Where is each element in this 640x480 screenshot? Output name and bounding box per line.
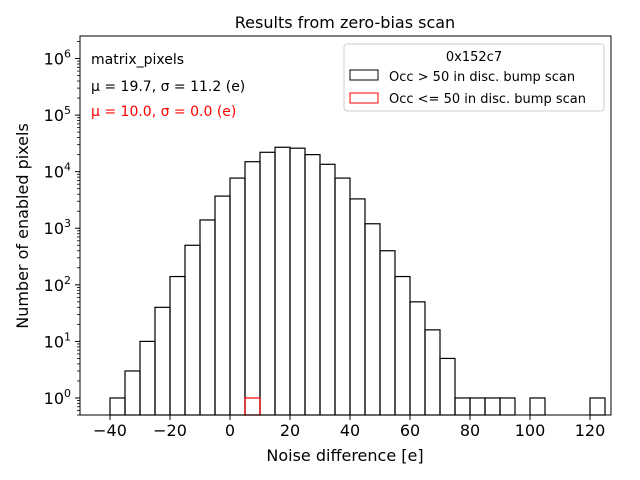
legend-swatch-occ-gt-50	[349, 69, 379, 81]
x-tick-label: 60	[400, 421, 420, 440]
x-tick-label: 100	[515, 421, 546, 440]
x-tick-label: −20	[153, 421, 187, 440]
y-tick-label: 104	[44, 161, 71, 182]
y-tick-label: 102	[44, 274, 71, 295]
x-axis: −40 −20 0 20 40 60 80 100 120	[93, 415, 605, 440]
legend-title: 0x152c7	[446, 50, 502, 65]
x-axis-label: Noise difference [e]	[266, 446, 423, 465]
y-tick-label: 103	[44, 217, 71, 238]
x-tick-label: 120	[575, 421, 606, 440]
chart-title: Results from zero-bias scan	[235, 13, 455, 32]
x-tick-label: 0	[225, 421, 235, 440]
y-tick-label: 105	[44, 104, 71, 125]
y-tick-label: 106	[44, 48, 71, 69]
legend-box	[343, 43, 605, 112]
y-tick-label: 101	[44, 330, 71, 351]
legend-swatch-occ-le-50	[349, 92, 379, 104]
y-tick-label: 100	[44, 387, 71, 408]
legend: 0x152c7 Occ > 50 in disc. bump scan Occ …	[343, 43, 605, 112]
annotation-stats-secondary: μ = 10.0, σ = 0.0 (e)	[91, 104, 236, 120]
x-tick-label: −40	[93, 421, 127, 440]
x-tick-label: 20	[280, 421, 300, 440]
annotation-stats-main: μ = 19.7, σ = 11.2 (e)	[91, 79, 245, 95]
y-axis-label: Number of enabled pixels	[13, 123, 32, 329]
y-axis: 100 101 102 103 104 105 106	[44, 41, 80, 416]
stats-annotations: matrix_pixels μ = 19.7, σ = 11.2 (e) μ =…	[91, 52, 245, 120]
axes-frame	[79, 35, 612, 416]
legend-label-occ-gt-50: Occ > 50 in disc. bump scan	[389, 70, 575, 85]
x-tick-label: 80	[460, 421, 480, 440]
x-tick-label: 40	[340, 421, 360, 440]
legend-label-occ-le-50: Occ <= 50 in disc. bump scan	[389, 92, 586, 107]
annotation-dataset-name: matrix_pixels	[91, 52, 184, 68]
